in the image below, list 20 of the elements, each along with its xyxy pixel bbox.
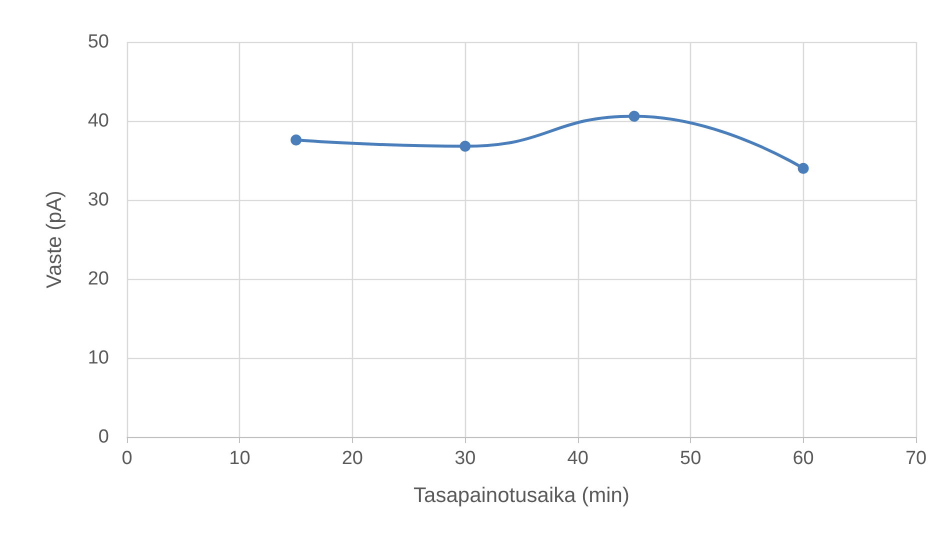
- point: [798, 162, 809, 174]
- x-tick-label: 60: [792, 448, 814, 469]
- y-tick-label: 40: [88, 110, 109, 132]
- y-tick-label: 0: [98, 426, 109, 448]
- x-tick-label: 40: [567, 448, 588, 469]
- x-axis-title: Tasapainotusaika (min): [414, 484, 630, 507]
- x-tick-label: 20: [342, 448, 363, 469]
- point: [290, 134, 302, 146]
- x-tick-label: 30: [454, 448, 476, 469]
- x-tick-label: 70: [905, 448, 927, 469]
- y-tick-label: 30: [88, 190, 109, 210]
- y-tick-label: 20: [88, 268, 109, 290]
- y-tick-label: 50: [88, 32, 109, 52]
- y-tick-label: 10: [88, 348, 109, 368]
- point: [460, 140, 471, 152]
- x-tick-label: 10: [229, 448, 250, 469]
- y-axis-title: Vaste (pA): [43, 190, 66, 288]
- x-tick-label: 50: [680, 448, 702, 469]
- x-tick-label: 0: [122, 448, 132, 469]
- point: [628, 110, 640, 122]
